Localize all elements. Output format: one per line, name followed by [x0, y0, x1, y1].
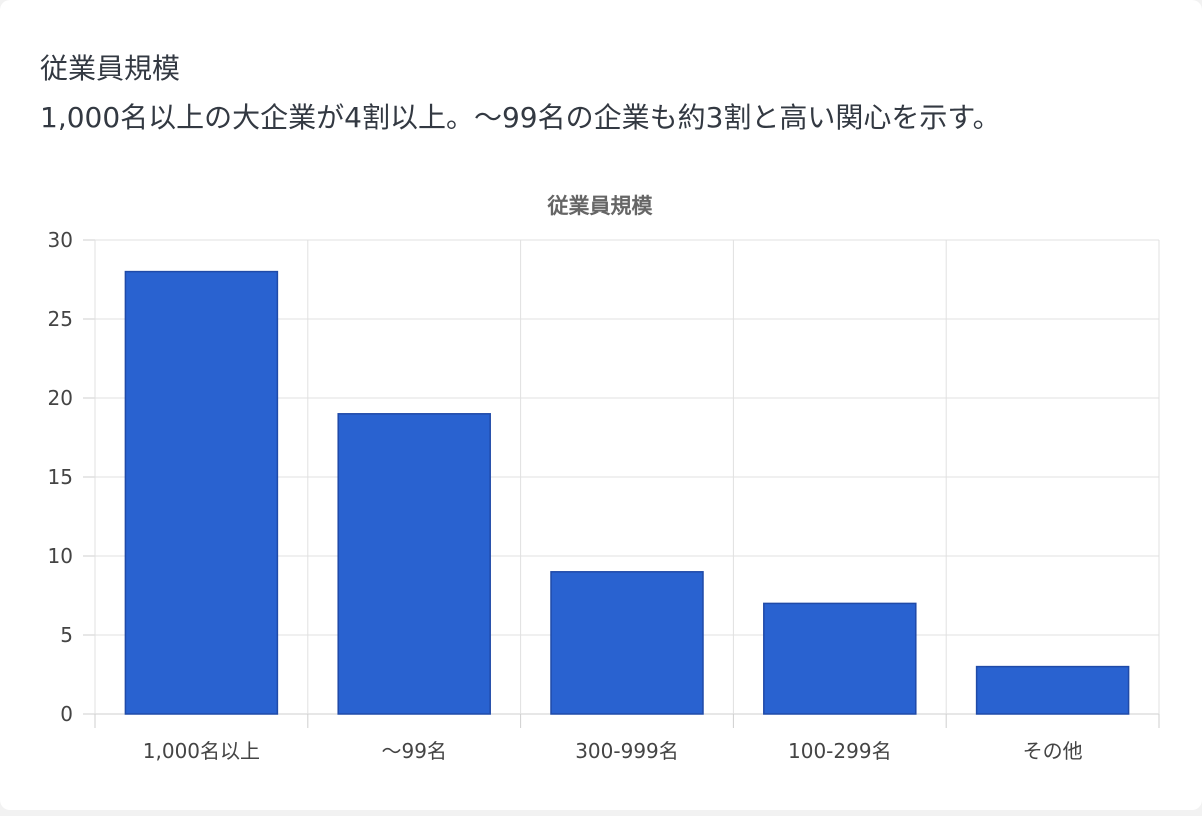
- y-tick-label: 5: [60, 623, 73, 647]
- bar[interactable]: [124, 270, 279, 715]
- y-tick-label: 15: [48, 465, 73, 489]
- y-tick-label: 20: [48, 386, 73, 410]
- x-tick-label: 〜99名: [381, 739, 446, 763]
- bar[interactable]: [550, 571, 704, 715]
- page-subtitle: 1,000名以上の大企業が4割以上。〜99名の企業も約3割と高い関心を示す。: [40, 101, 1001, 134]
- y-tick-label: 10: [48, 544, 73, 568]
- x-tick-label: 300-999名: [575, 739, 679, 763]
- y-tick-label: 25: [48, 307, 73, 331]
- bar[interactable]: [337, 413, 491, 715]
- y-tick-label: 30: [48, 228, 73, 252]
- x-tick-label: 100-299名: [788, 739, 892, 763]
- chart-title: 従業員規模: [547, 194, 654, 218]
- bar[interactable]: [763, 602, 917, 715]
- bars: [124, 270, 1130, 715]
- x-tick-label: 1,000名以上: [143, 739, 260, 763]
- axes: 0 5 10 15 20 25 30 1,000名以上 〜99名 300-999名 100-299名…: [48, 228, 1083, 763]
- bar[interactable]: [975, 665, 1130, 715]
- y-tick-label: 0: [60, 702, 73, 726]
- x-tick-label: その他: [1023, 739, 1083, 763]
- page-title: 従業員規模: [40, 52, 181, 85]
